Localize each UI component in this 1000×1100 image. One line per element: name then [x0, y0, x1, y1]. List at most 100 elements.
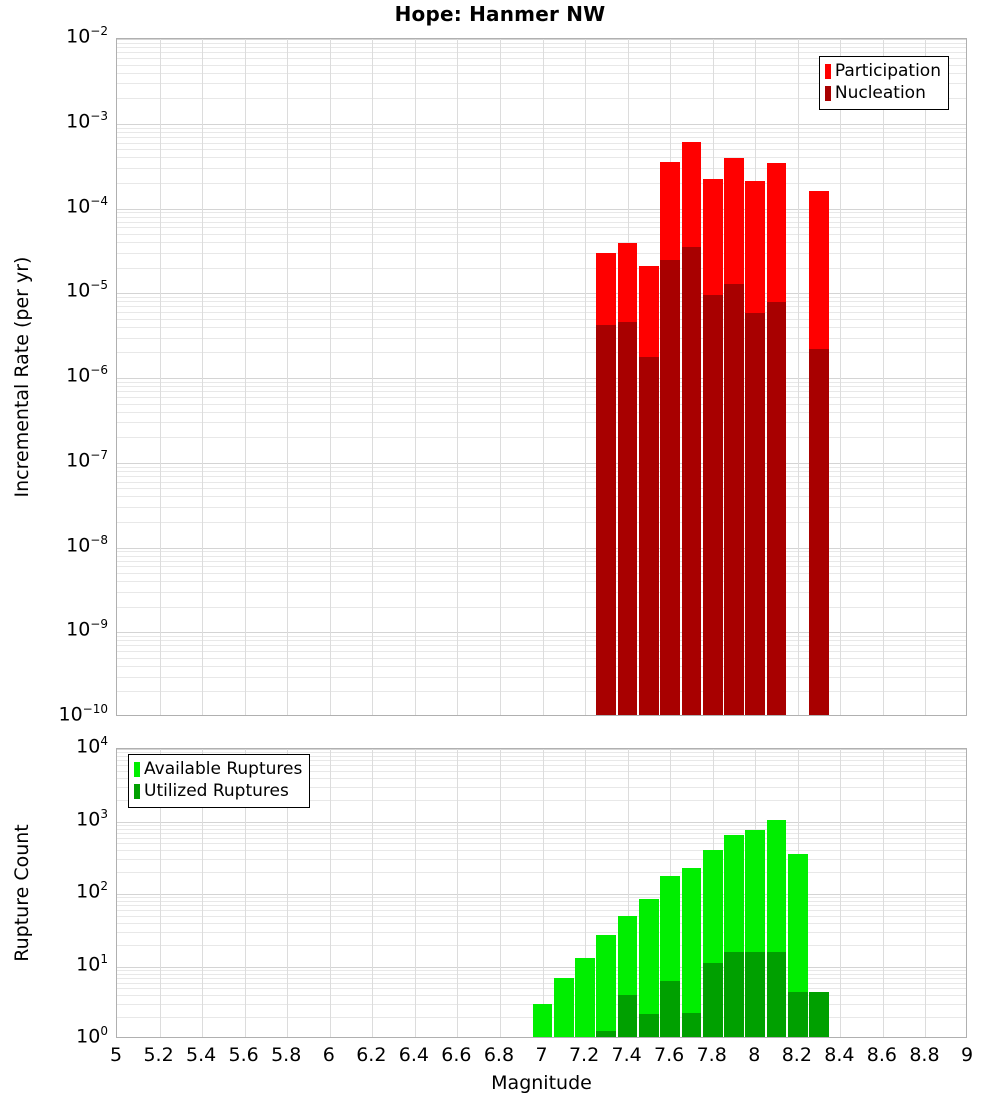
horizontal-gridline	[117, 592, 966, 593]
vertical-gridline	[415, 39, 416, 715]
bar-nucleation-7.5	[638, 357, 659, 715]
horizontal-gridline	[117, 651, 966, 652]
horizontal-gridline	[117, 666, 966, 667]
horizontal-gridline	[117, 967, 966, 968]
top-panel-legend[interactable]: Participation Nucleation	[818, 56, 949, 110]
legend-nucleation[interactable]: Nucleation	[824, 82, 941, 104]
horizontal-gridline	[117, 945, 966, 946]
bar-available-ruptures-7.3	[596, 935, 617, 1037]
horizontal-gridline	[117, 168, 966, 169]
horizontal-gridline	[117, 338, 966, 339]
bar-available-ruptures-8.2	[787, 853, 808, 1037]
top-y-tick-6: 10−8	[66, 532, 108, 556]
horizontal-gridline	[117, 386, 966, 387]
legend-utilized-ruptures[interactable]: Utilized Ruptures	[134, 780, 302, 802]
vertical-gridline	[883, 39, 884, 715]
rupture-count-plot[interactable]	[116, 748, 967, 1038]
horizontal-gridline	[117, 43, 966, 44]
horizontal-gridline	[117, 306, 966, 307]
horizontal-gridline	[117, 978, 966, 979]
horizontal-gridline	[117, 522, 966, 523]
horizontal-gridline	[117, 319, 966, 320]
top-y-tick-0: 10−2	[66, 24, 108, 48]
horizontal-gridline	[117, 47, 966, 48]
horizontal-gridline	[117, 404, 966, 405]
bottom-y-tick-4: 100	[76, 1024, 108, 1048]
bar-utilized-ruptures-7.3	[596, 1030, 617, 1037]
horizontal-gridline	[117, 52, 966, 53]
top-y-tick-3: 10−5	[66, 278, 108, 302]
horizontal-gridline	[117, 566, 966, 567]
bar-utilized-ruptures-7.8	[702, 963, 723, 1037]
horizontal-gridline	[117, 65, 966, 66]
horizontal-gridline	[117, 901, 966, 902]
vertical-gridline	[202, 749, 203, 1037]
bar-nucleation-7.8	[702, 294, 723, 715]
bar-utilized-ruptures-7.4	[617, 995, 638, 1037]
horizontal-gridline	[117, 83, 966, 84]
horizontal-gridline	[117, 910, 966, 911]
page-title: Hope: Hanmer NW	[394, 2, 606, 26]
horizontal-gridline	[117, 476, 966, 477]
horizontal-gridline	[117, 222, 966, 223]
horizontal-gridline	[117, 467, 966, 468]
vertical-gridline	[330, 749, 331, 1037]
horizontal-gridline	[117, 636, 966, 637]
bottom-panel-legend[interactable]: Available Ruptures Utilized Ruptures	[128, 754, 311, 808]
vertical-gridline	[543, 39, 544, 715]
x-tick-8.2: 8.2	[781, 1044, 812, 1066]
incremental-rate-plot[interactable]	[116, 38, 967, 716]
horizontal-gridline	[117, 58, 966, 59]
vertical-gridline	[160, 749, 161, 1037]
horizontal-gridline	[117, 124, 966, 125]
horizontal-gridline	[117, 905, 966, 906]
horizontal-gridline	[117, 850, 966, 851]
horizontal-gridline	[117, 253, 966, 254]
x-tick-5.2: 5.2	[143, 1044, 174, 1066]
legend-available-ruptures[interactable]: Available Ruptures	[134, 758, 302, 780]
x-tick-6.8: 6.8	[483, 1044, 515, 1066]
legend-participation[interactable]: Participation	[824, 60, 941, 82]
bar-available-ruptures-7.1	[553, 977, 574, 1037]
horizontal-gridline	[117, 437, 966, 438]
bar-utilized-ruptures-7.5	[638, 1014, 659, 1037]
legend-swatch-icon	[134, 784, 140, 800]
horizontal-gridline	[117, 897, 966, 898]
horizontal-gridline	[117, 607, 966, 608]
bar-available-ruptures-7	[532, 1004, 553, 1037]
horizontal-gridline	[117, 137, 966, 138]
legend-label: Available Ruptures	[144, 759, 303, 779]
x-tick-5: 5	[109, 1044, 123, 1066]
legend-label: Participation	[834, 61, 941, 81]
horizontal-gridline	[117, 923, 966, 924]
horizontal-gridline	[117, 561, 966, 562]
x-tick-8.8: 8.8	[909, 1044, 940, 1066]
horizontal-gridline	[117, 397, 966, 398]
horizontal-gridline	[117, 227, 966, 228]
legend-swatch-icon	[824, 63, 831, 79]
bar-nucleation-8	[745, 313, 766, 715]
bottom-y-tick-2: 102	[76, 879, 108, 903]
vertical-gridline	[457, 749, 458, 1037]
x-tick-5.6: 5.6	[228, 1044, 259, 1066]
horizontal-gridline	[117, 149, 966, 150]
bar-utilized-ruptures-8.3	[809, 991, 829, 1037]
x-axis-label: Magnitude	[491, 1072, 592, 1094]
bar-nucleation-7.6	[660, 259, 681, 715]
horizontal-gridline	[117, 581, 966, 582]
horizontal-gridline	[117, 573, 966, 574]
bar-nucleation-8.1	[766, 301, 787, 715]
vertical-gridline	[500, 749, 501, 1037]
horizontal-gridline	[117, 217, 966, 218]
horizontal-gridline	[117, 143, 966, 144]
horizontal-gridline	[117, 988, 966, 989]
vertical-gridline	[287, 39, 288, 715]
bar-utilized-ruptures-8.1	[766, 951, 787, 1037]
bar-utilized-ruptures-8	[745, 951, 766, 1037]
bar-nucleation-7.4	[617, 321, 638, 715]
horizontal-gridline	[117, 157, 966, 158]
top-y-tick-4: 10−6	[66, 363, 108, 387]
top-y-tick-5: 10−7	[66, 447, 108, 472]
horizontal-gridline	[117, 183, 966, 184]
